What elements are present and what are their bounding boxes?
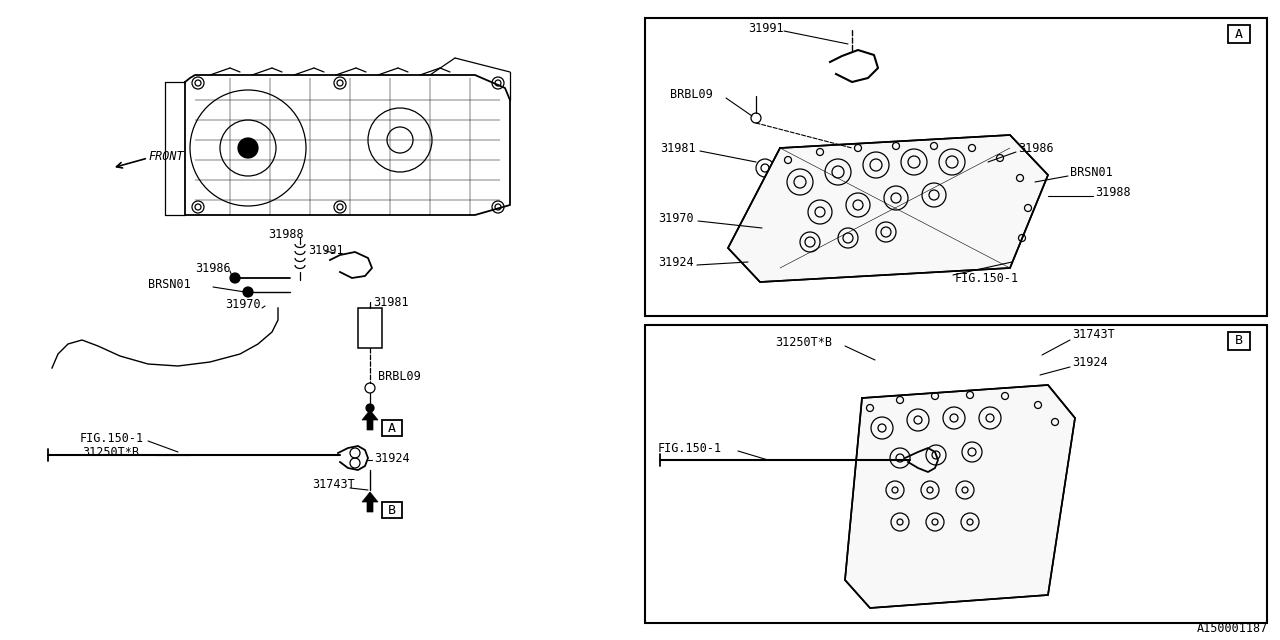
Text: 31743T: 31743T (312, 479, 355, 492)
Text: A150001187: A150001187 (1197, 621, 1268, 634)
Text: 31250T*B: 31250T*B (774, 335, 832, 349)
Text: A: A (388, 422, 396, 435)
Text: 31988: 31988 (1094, 186, 1130, 198)
Polygon shape (362, 492, 378, 512)
Text: BRBL09: BRBL09 (378, 369, 421, 383)
Bar (358, 308, 381, 348)
Bar (1228, 25, 1251, 43)
Text: 31986: 31986 (1018, 141, 1053, 154)
Text: B: B (1235, 335, 1243, 348)
Text: BRSN01: BRSN01 (1070, 166, 1112, 179)
Text: BRSN01: BRSN01 (148, 278, 191, 291)
Text: BRBL09: BRBL09 (669, 88, 713, 102)
Text: A: A (1235, 28, 1243, 40)
Text: 31991: 31991 (748, 22, 783, 35)
Text: 31924: 31924 (1073, 355, 1107, 369)
Text: FIG.150-1: FIG.150-1 (955, 271, 1019, 285)
Bar (645, 325, 1267, 623)
Bar (645, 18, 1267, 316)
Polygon shape (362, 410, 378, 430)
Polygon shape (728, 135, 1048, 282)
Circle shape (366, 404, 374, 412)
Text: 31250T*B: 31250T*B (82, 445, 140, 458)
Text: 31981: 31981 (660, 141, 695, 154)
Polygon shape (845, 385, 1075, 608)
Text: 31743T: 31743T (1073, 328, 1115, 342)
Circle shape (238, 138, 259, 158)
Text: 31970: 31970 (658, 211, 694, 225)
Circle shape (230, 273, 241, 283)
Text: 31986: 31986 (195, 262, 230, 275)
Bar (381, 420, 402, 436)
Text: 31970: 31970 (225, 298, 261, 310)
Text: 31924: 31924 (374, 451, 410, 465)
Bar (1228, 332, 1251, 350)
Text: B: B (388, 504, 396, 516)
Text: 31991: 31991 (308, 243, 343, 257)
Text: 31924: 31924 (658, 255, 694, 269)
Text: FRONT: FRONT (148, 150, 183, 163)
Circle shape (243, 287, 253, 297)
Text: 31981: 31981 (372, 296, 408, 308)
Text: FIG.150-1: FIG.150-1 (79, 431, 145, 445)
Text: FIG.150-1: FIG.150-1 (658, 442, 722, 454)
Bar (381, 502, 402, 518)
Text: 31988: 31988 (268, 227, 303, 241)
